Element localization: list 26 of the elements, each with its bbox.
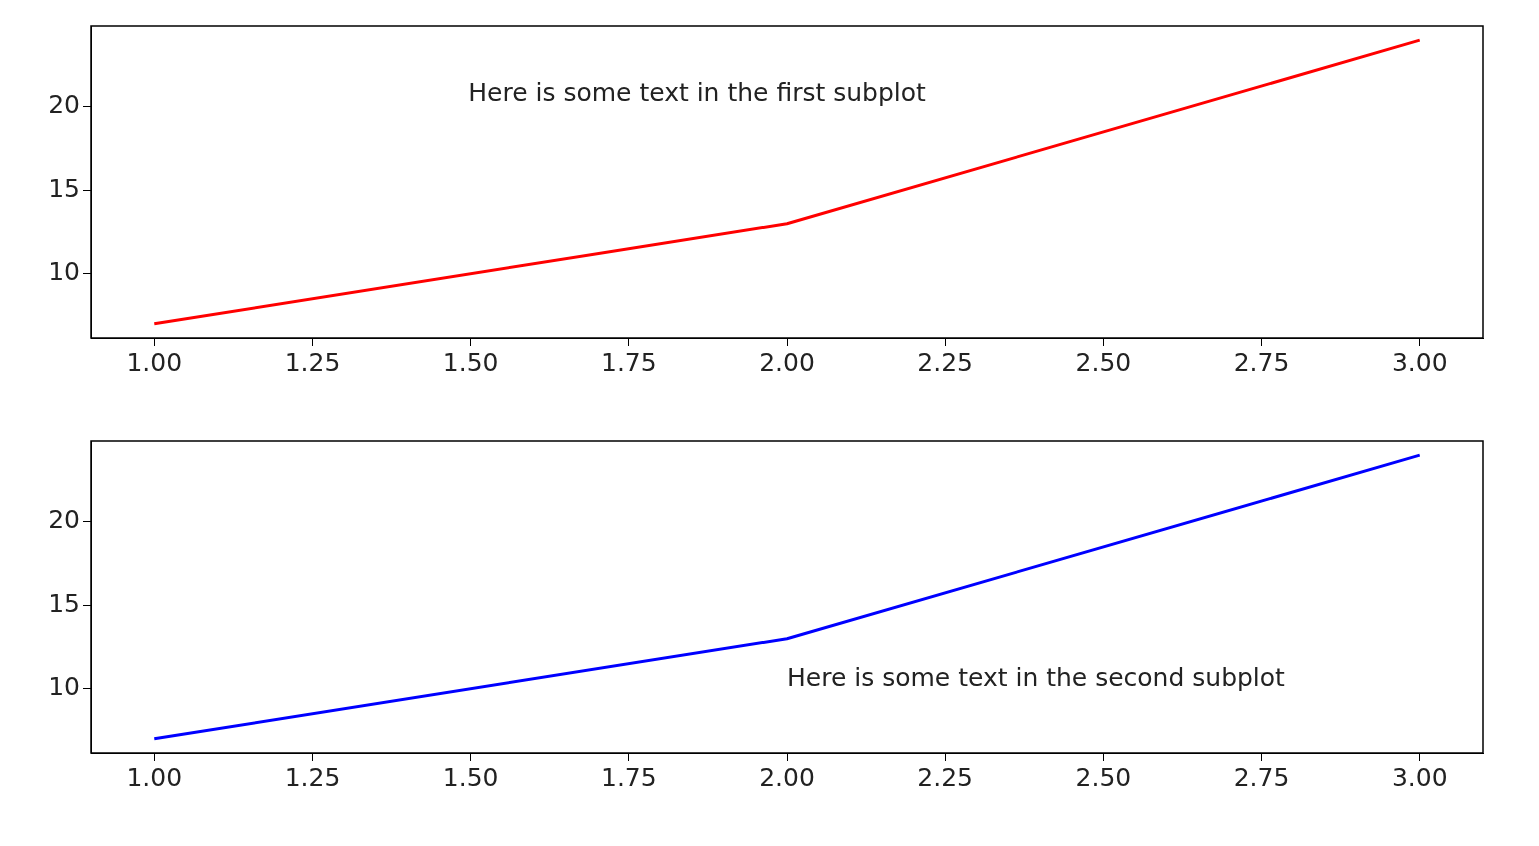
x-tick-label: 1.00 bbox=[126, 347, 183, 377]
x-tick-label: 2.75 bbox=[1233, 347, 1290, 377]
x-tick-label: 1.50 bbox=[442, 347, 499, 377]
annotation: Here is some text in the first subplot bbox=[468, 78, 927, 108]
y-tick-label: 10 bbox=[48, 257, 80, 287]
x-tick-label: 2.50 bbox=[1075, 762, 1132, 792]
y-tick-label: 10 bbox=[48, 672, 80, 702]
x-tick-label: 3.00 bbox=[1391, 347, 1448, 377]
x-tick-label: 1.25 bbox=[284, 347, 341, 377]
y-tick-label: 20 bbox=[48, 505, 80, 535]
x-tick-label: 1.25 bbox=[284, 762, 341, 792]
y-tick-label: 15 bbox=[48, 173, 80, 203]
x-tick-label: 1.00 bbox=[126, 762, 183, 792]
x-tick-label: 2.25 bbox=[917, 347, 974, 377]
x-tick-label: 1.50 bbox=[442, 762, 499, 792]
y-tick-label: 20 bbox=[48, 90, 80, 120]
x-tick-label: 2.25 bbox=[917, 762, 974, 792]
x-tick-label: 2.00 bbox=[759, 347, 815, 377]
x-tick-label: 2.00 bbox=[759, 762, 815, 792]
x-tick-label: 1.75 bbox=[600, 347, 657, 377]
x-tick-label: 1.75 bbox=[600, 762, 657, 792]
annotation: Here is some text in the second subplot bbox=[787, 662, 1286, 692]
x-tick-label: 3.00 bbox=[1391, 762, 1448, 792]
x-tick-label: 2.50 bbox=[1075, 347, 1132, 377]
x-tick-label: 2.75 bbox=[1233, 762, 1290, 792]
y-tick-label: 15 bbox=[48, 588, 80, 618]
